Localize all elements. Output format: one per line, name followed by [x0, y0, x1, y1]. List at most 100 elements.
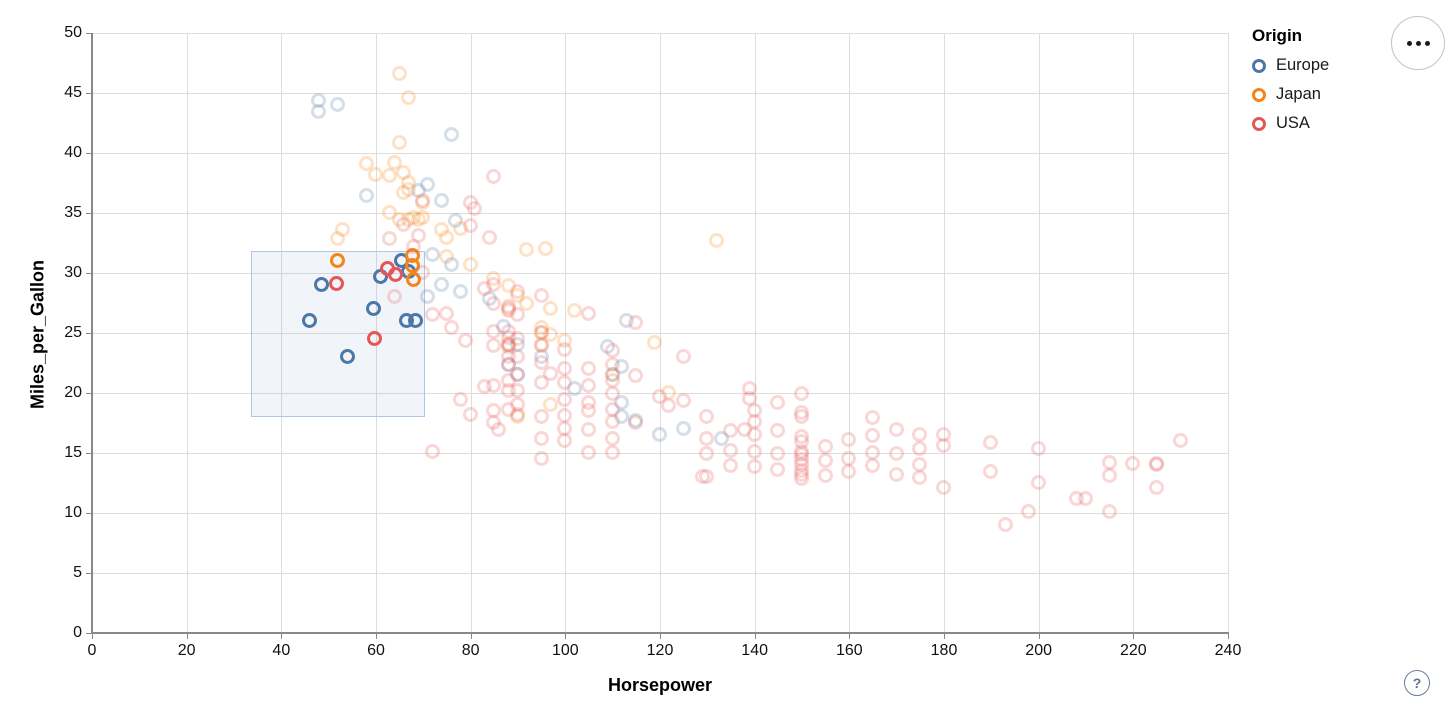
data-point[interactable]	[628, 315, 644, 331]
data-point[interactable]	[510, 382, 525, 398]
data-point[interactable]	[888, 422, 904, 438]
data-point[interactable]	[912, 427, 928, 442]
data-point[interactable]	[330, 231, 346, 247]
data-point[interactable]	[936, 437, 951, 453]
data-point[interactable]	[983, 435, 999, 451]
data-point[interactable]	[983, 464, 999, 480]
data-point[interactable]	[699, 446, 715, 462]
data-point[interactable]	[510, 349, 525, 364]
data-point[interactable]	[382, 231, 398, 247]
data-point[interactable]	[358, 188, 374, 204]
data-point[interactable]	[936, 479, 951, 495]
data-point[interactable]	[604, 343, 620, 358]
data-point[interactable]	[491, 422, 507, 438]
data-point[interactable]	[467, 201, 483, 217]
data-point[interactable]	[543, 301, 559, 316]
data-point[interactable]	[1030, 475, 1046, 490]
data-point[interactable]	[1149, 479, 1164, 495]
data-point[interactable]	[439, 305, 454, 321]
data-point[interactable]	[339, 349, 355, 364]
data-point[interactable]	[486, 169, 502, 184]
data-point[interactable]	[566, 303, 582, 319]
data-point[interactable]	[557, 361, 573, 376]
data-point[interactable]	[794, 409, 809, 424]
data-point[interactable]	[1021, 503, 1037, 519]
data-point[interactable]	[457, 333, 473, 349]
data-point[interactable]	[817, 467, 833, 483]
data-point[interactable]	[453, 392, 469, 408]
data-point[interactable]	[386, 154, 402, 170]
data-point[interactable]	[604, 430, 620, 446]
data-point[interactable]	[434, 277, 450, 292]
data-point[interactable]	[770, 394, 786, 410]
data-point[interactable]	[794, 471, 809, 487]
data-point[interactable]	[865, 410, 880, 426]
data-point[interactable]	[1030, 441, 1046, 457]
data-point[interactable]	[519, 296, 535, 312]
data-point[interactable]	[424, 307, 440, 322]
data-point[interactable]	[581, 445, 596, 460]
data-point[interactable]	[329, 275, 345, 291]
data-point[interactable]	[841, 431, 857, 447]
data-point[interactable]	[462, 218, 478, 234]
data-point[interactable]	[358, 155, 374, 171]
options-menu-button[interactable]	[1391, 16, 1445, 70]
data-point[interactable]	[647, 334, 663, 350]
data-point[interactable]	[581, 377, 596, 393]
data-point[interactable]	[382, 167, 398, 183]
data-point[interactable]	[581, 305, 596, 321]
data-point[interactable]	[723, 423, 738, 439]
data-point[interactable]	[481, 230, 497, 246]
data-point[interactable]	[420, 289, 436, 304]
data-point[interactable]	[912, 441, 928, 457]
data-point[interactable]	[581, 361, 596, 376]
data-point[interactable]	[533, 430, 549, 446]
data-point[interactable]	[519, 242, 535, 258]
data-point[interactable]	[604, 386, 620, 402]
data-point[interactable]	[746, 459, 762, 475]
data-point[interactable]	[439, 230, 454, 246]
data-point[interactable]	[533, 451, 549, 466]
data-point[interactable]	[533, 338, 549, 354]
data-point[interactable]	[675, 393, 691, 409]
data-point[interactable]	[543, 365, 559, 381]
data-point[interactable]	[462, 406, 478, 422]
data-point[interactable]	[699, 430, 715, 446]
data-point[interactable]	[533, 355, 549, 370]
data-point[interactable]	[628, 415, 644, 430]
data-point[interactable]	[652, 427, 667, 442]
data-point[interactable]	[330, 253, 346, 268]
data-point[interactable]	[557, 375, 573, 391]
data-point[interactable]	[476, 379, 492, 394]
data-point[interactable]	[301, 313, 317, 328]
data-point[interactable]	[1101, 467, 1117, 483]
data-point[interactable]	[405, 238, 421, 254]
data-point[interactable]	[888, 446, 904, 462]
data-point[interactable]	[391, 135, 407, 151]
data-point[interactable]	[462, 256, 478, 272]
data-point[interactable]	[510, 331, 525, 346]
data-point[interactable]	[486, 338, 502, 354]
data-point[interactable]	[330, 97, 346, 112]
data-point[interactable]	[888, 466, 904, 482]
data-point[interactable]	[1125, 455, 1141, 471]
data-point[interactable]	[396, 217, 412, 232]
data-point[interactable]	[367, 331, 383, 346]
data-point[interactable]	[652, 388, 667, 404]
data-point[interactable]	[699, 469, 715, 484]
data-point[interactable]	[997, 517, 1013, 532]
data-point[interactable]	[538, 241, 554, 256]
data-point[interactable]	[408, 313, 424, 328]
data-point[interactable]	[604, 413, 620, 429]
data-point[interactable]	[424, 247, 440, 262]
data-point[interactable]	[770, 423, 786, 439]
data-point[interactable]	[415, 193, 431, 208]
data-point[interactable]	[604, 357, 620, 373]
data-point[interactable]	[865, 458, 880, 474]
data-point[interactable]	[628, 368, 644, 384]
data-point[interactable]	[1172, 433, 1188, 448]
data-point[interactable]	[794, 386, 809, 402]
data-point[interactable]	[865, 428, 880, 444]
data-point[interactable]	[313, 277, 329, 292]
